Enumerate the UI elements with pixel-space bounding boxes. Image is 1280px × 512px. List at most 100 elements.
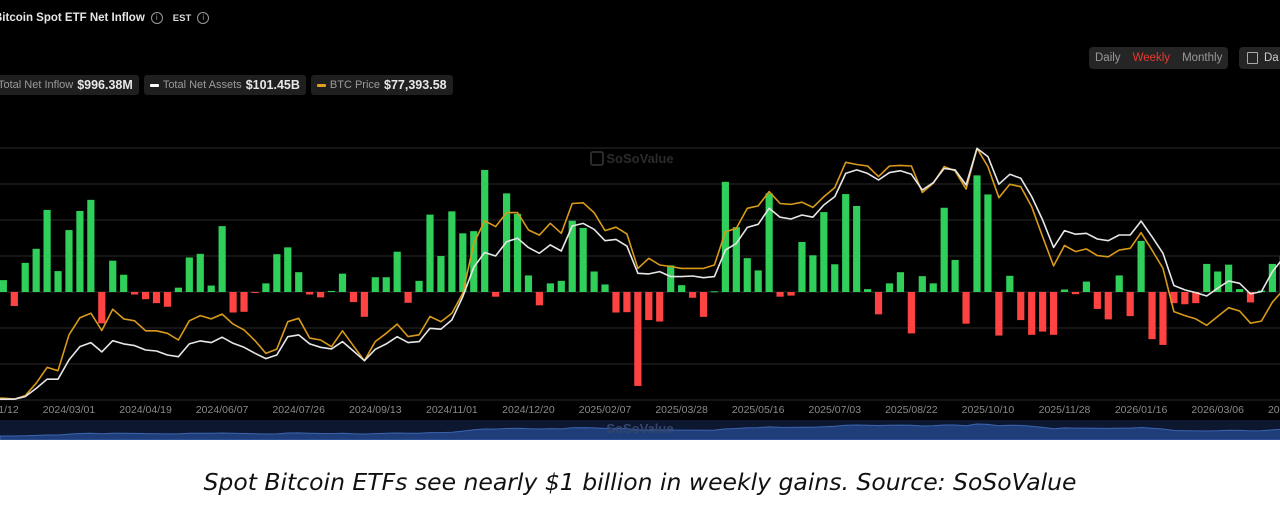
- inflow-bar: [65, 230, 73, 292]
- inflow-bar: [678, 285, 686, 292]
- x-tick-label: 2026/01/16: [1115, 404, 1168, 416]
- inflow-bar: [98, 292, 106, 324]
- inflow-bar: [1214, 271, 1222, 292]
- inflow-bar: [1170, 292, 1178, 304]
- line-swatch-icon: [149, 83, 159, 87]
- inflow-bar: [76, 211, 84, 292]
- inflow-bar: [798, 241, 806, 292]
- inflow-bar: [131, 292, 139, 295]
- etf-chart-panel: SoSoValue 2024/01/12 2024/03/01 2024/04/19 2…: [0, 0, 1280, 440]
- legend-item-net-inflow[interactable]: Total Net Inflow $996.38M: [0, 75, 139, 95]
- inflow-bar: [699, 292, 708, 317]
- inflow-bar: [995, 292, 1003, 336]
- inflow-bar: [1104, 292, 1112, 320]
- info-circle-icon[interactable]: i: [197, 12, 210, 24]
- x-tick-label: 2024/09/13: [349, 404, 402, 416]
- legend-value: $77,393.58: [384, 78, 447, 92]
- inflow-bar: [1126, 292, 1134, 317]
- inflow-bar: [109, 260, 117, 292]
- inflow-bar: [1006, 275, 1014, 292]
- inflow-bar: [765, 193, 773, 292]
- net-assets-line: [0, 147, 1280, 401]
- x-tick-label: 2025/07/03: [808, 404, 861, 416]
- inflow-bar: [437, 256, 445, 292]
- inflow-bar: [557, 280, 565, 292]
- inflow-bar: [1115, 275, 1123, 292]
- inflow-bar: [984, 194, 992, 292]
- inflow-bar: [918, 276, 926, 292]
- inflow-bar: [842, 194, 850, 292]
- inflow-bar: [1082, 281, 1090, 292]
- inflow-bar: [262, 283, 270, 292]
- period-weekly-button[interactable]: Weekly: [1132, 52, 1171, 64]
- calendar-icon: [1247, 52, 1258, 64]
- inflow-bar: [1039, 292, 1047, 332]
- inflow-bar: [732, 227, 740, 292]
- inflow-bar: [590, 271, 598, 292]
- x-tick-label: 2025/02/07: [579, 404, 632, 416]
- inflow-bar: [907, 292, 915, 334]
- inflow-bar: [864, 289, 872, 292]
- inflow-bar: [54, 271, 62, 292]
- inflow-bar: [1181, 292, 1189, 305]
- legend-item-net-assets[interactable]: Total Net Assets $101.45B: [143, 75, 306, 95]
- inflow-bar: [831, 264, 839, 292]
- inflow-bar: [579, 227, 587, 292]
- legend-value: $996.38M: [77, 78, 133, 92]
- inflow-bar: [776, 292, 784, 297]
- inflow-bar: [251, 292, 259, 293]
- inflow-bar: [492, 292, 500, 297]
- navigator-area: [0, 423, 1280, 440]
- inflow-bar: [634, 292, 642, 386]
- timezone-label: EST: [172, 12, 192, 24]
- inflow-bar: [874, 292, 883, 315]
- inflow-bar: [1137, 240, 1145, 292]
- inflow-bar: [338, 273, 347, 292]
- chart-plot[interactable]: SoSoValue 2024/01/12 2024/03/01 2024/04/19 2…: [0, 0, 1280, 440]
- inflow-bar: [349, 292, 358, 303]
- x-tick-label: 2025/08/22: [885, 404, 938, 416]
- inflow-bar: [743, 258, 751, 292]
- inflow-bar: [306, 292, 314, 295]
- inflow-bar: [754, 270, 762, 292]
- line-swatch-icon: [316, 83, 326, 87]
- inflow-bar: [196, 253, 204, 292]
- navigator-watermark: SoSoValue: [606, 421, 673, 436]
- inflow-bar: [885, 283, 894, 292]
- x-tick-label: 2026/04/24: [1268, 404, 1280, 416]
- inflow-bar: [152, 292, 161, 304]
- inflow-bar: [284, 247, 292, 292]
- inflow-bar: [448, 211, 456, 292]
- period-daily-button[interactable]: Daily: [1095, 52, 1121, 64]
- inflow-bar: [273, 254, 281, 292]
- inflow-bar: [820, 212, 828, 292]
- inflow-bar: [546, 283, 554, 292]
- x-tick-label: 2025/03/28: [655, 404, 708, 416]
- x-tick-label: 2025/05/16: [732, 404, 785, 416]
- legend-item-btc-price[interactable]: BTC Price $77,393.58: [310, 75, 453, 95]
- inflow-bar: [1268, 263, 1276, 292]
- inflow-bar: [0, 280, 7, 292]
- inflow-bar: [240, 292, 248, 312]
- inflow-bar: [1192, 292, 1200, 304]
- date-range-button[interactable]: Da: [1239, 47, 1280, 69]
- inflow-bar: [612, 292, 620, 313]
- x-tick-label: 2025/11/28: [1039, 404, 1091, 416]
- inflow-bar: [21, 262, 29, 292]
- x-tick-label: 2025/10/10: [962, 404, 1015, 416]
- inflow-bar: [229, 292, 237, 313]
- inflow-bar: [404, 292, 412, 303]
- inflow-bar: [623, 292, 631, 313]
- inflow-bar: [382, 277, 390, 292]
- inflow-bar: [513, 213, 522, 292]
- date-range-label: Da: [1264, 52, 1279, 64]
- inflow-bar: [393, 251, 401, 292]
- watermark-logo: SoSoValue: [606, 151, 673, 166]
- inflow-bar: [141, 292, 150, 300]
- inflow-bar: [601, 284, 609, 292]
- inflow-bar: [1203, 263, 1211, 292]
- period-monthly-button[interactable]: Monthly: [1182, 52, 1223, 64]
- inflow-bar: [710, 291, 719, 293]
- inflow-bar: [787, 292, 795, 296]
- info-circle-icon[interactable]: i: [150, 12, 163, 24]
